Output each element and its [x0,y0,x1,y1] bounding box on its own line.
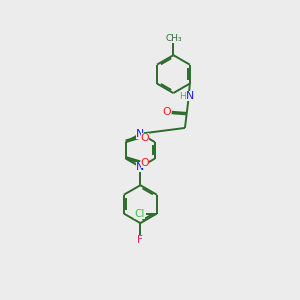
Text: Cl: Cl [134,208,145,219]
Text: N: N [136,162,145,172]
Text: F: F [137,235,143,245]
Text: H: H [179,92,186,100]
Text: O: O [141,133,149,143]
Text: O: O [141,158,149,168]
Text: N: N [186,91,195,101]
Text: CH₃: CH₃ [165,34,182,43]
Text: O: O [162,107,171,117]
Text: N: N [136,129,145,139]
